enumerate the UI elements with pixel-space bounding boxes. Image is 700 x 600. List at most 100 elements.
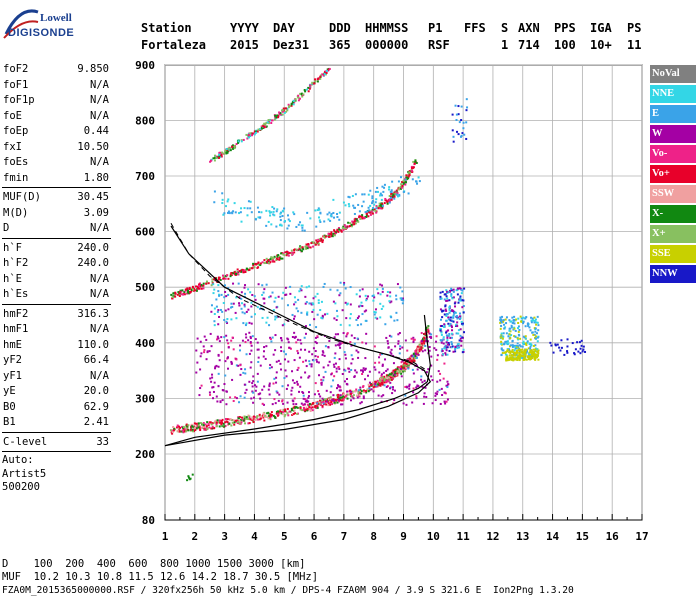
spread-f-point xyxy=(436,380,439,383)
parameter-label: D xyxy=(3,222,10,234)
spread-f-point xyxy=(404,385,407,388)
spread-f-point xyxy=(430,333,433,336)
spread-f-point xyxy=(239,395,242,398)
multihop2-point xyxy=(199,285,202,288)
f-trace-point xyxy=(411,359,414,362)
multihop2-point xyxy=(410,165,413,168)
spread-f-point xyxy=(368,381,371,384)
parameter-row: foF1 N/A xyxy=(2,78,111,94)
spread-f-point xyxy=(328,360,331,363)
f-trace-point xyxy=(316,406,319,409)
spread-f-point xyxy=(296,368,299,371)
multihop2-point xyxy=(281,257,284,260)
spread-f-point xyxy=(218,293,221,296)
spread-f-point xyxy=(347,367,350,370)
multihop2-point xyxy=(355,218,358,221)
spread-f-point xyxy=(428,349,431,352)
spread-f-point xyxy=(262,403,265,406)
f-trace-point xyxy=(314,404,317,407)
spread-f-point xyxy=(373,296,376,299)
spread-f-point xyxy=(416,364,419,367)
multihop3-point xyxy=(257,128,260,131)
oblique-cluster-point xyxy=(558,346,561,349)
f-trace-point xyxy=(298,407,301,410)
spread-f-point xyxy=(314,340,317,343)
multihop2-point xyxy=(401,180,404,183)
cusp-echo-point xyxy=(456,325,459,328)
f-trace-point xyxy=(367,388,370,391)
spread-f-point xyxy=(420,332,423,335)
oblique-cluster-point xyxy=(525,358,528,361)
header-label: S xyxy=(501,21,509,35)
cusp-echo-point xyxy=(447,322,450,325)
oblique-echo-point xyxy=(393,197,396,200)
oblique-echo-point xyxy=(391,180,394,183)
spread-f-point xyxy=(274,315,277,318)
spread-f-point xyxy=(421,381,424,384)
multihop2-point xyxy=(211,280,214,283)
spread-f-point xyxy=(333,336,336,339)
spread-f-point xyxy=(380,395,383,398)
high-echo-point xyxy=(457,113,460,116)
spread-f-point xyxy=(322,351,325,354)
spread-f-point xyxy=(237,364,240,367)
multihop2-point xyxy=(414,161,417,164)
spread-f-point xyxy=(269,338,272,341)
header-value: Fortaleza xyxy=(141,38,207,52)
y-tick-label: 200 xyxy=(135,448,155,461)
spread-f-point xyxy=(267,388,270,391)
spread-f-point xyxy=(231,305,234,308)
f-trace-point xyxy=(221,422,224,425)
spread-f-point xyxy=(361,341,364,344)
spread-f-point xyxy=(415,386,418,389)
multihop3-point xyxy=(321,73,324,76)
oblique-cluster-point xyxy=(502,320,505,323)
f-trace-point xyxy=(288,410,291,413)
f-trace-point xyxy=(381,379,384,382)
f-trace-point xyxy=(394,369,397,372)
oblique-echo-point xyxy=(347,203,350,206)
spread-f-point xyxy=(374,361,377,364)
f-trace-point xyxy=(339,396,342,399)
multihop3-point xyxy=(279,113,282,116)
multihop2-point xyxy=(202,284,205,287)
parameter-value: N/A xyxy=(90,288,109,300)
oblique-echo-point xyxy=(373,203,376,206)
high-echo-point xyxy=(455,113,458,116)
multihop2-point xyxy=(207,282,210,285)
oblique-cluster-point xyxy=(511,358,514,361)
f-trace-point xyxy=(422,344,425,347)
spread-f-point xyxy=(311,353,314,356)
f-trace-point xyxy=(412,357,415,360)
oblique-cluster-point xyxy=(518,350,521,353)
oblique-cluster-point xyxy=(529,338,532,341)
multihop2-point xyxy=(265,261,268,264)
oblique-cluster-point xyxy=(522,342,525,345)
multihop2-point xyxy=(367,215,370,218)
spread-f-point xyxy=(424,386,427,389)
f-trace-point xyxy=(178,425,181,428)
spread-f-point xyxy=(252,391,255,394)
x-tick-label: 13 xyxy=(516,530,529,543)
spread-f-point xyxy=(352,397,355,400)
spread-f-point xyxy=(333,365,336,368)
oblique-cluster-point xyxy=(514,345,517,348)
cusp-echo-point xyxy=(457,343,460,346)
cusp-echo-point xyxy=(444,304,447,307)
spread-f-point xyxy=(249,366,252,369)
spread-f-point xyxy=(339,403,342,406)
multihop3-point xyxy=(267,120,270,123)
oblique-cluster-point xyxy=(525,316,528,319)
multihop3-point xyxy=(325,71,328,74)
oblique-cluster-point xyxy=(573,352,576,355)
spread-f-point xyxy=(219,401,222,404)
oblique-cluster-point xyxy=(533,319,536,322)
multihop2-point xyxy=(304,245,307,248)
spread-f-point xyxy=(242,322,245,325)
multihop2-point xyxy=(347,221,350,224)
oblique-echo-point xyxy=(328,211,331,214)
oblique-cluster-point xyxy=(508,319,511,322)
cusp-echo-point xyxy=(446,353,449,356)
multihop3-point xyxy=(213,159,216,162)
spread-f-point xyxy=(235,364,238,367)
